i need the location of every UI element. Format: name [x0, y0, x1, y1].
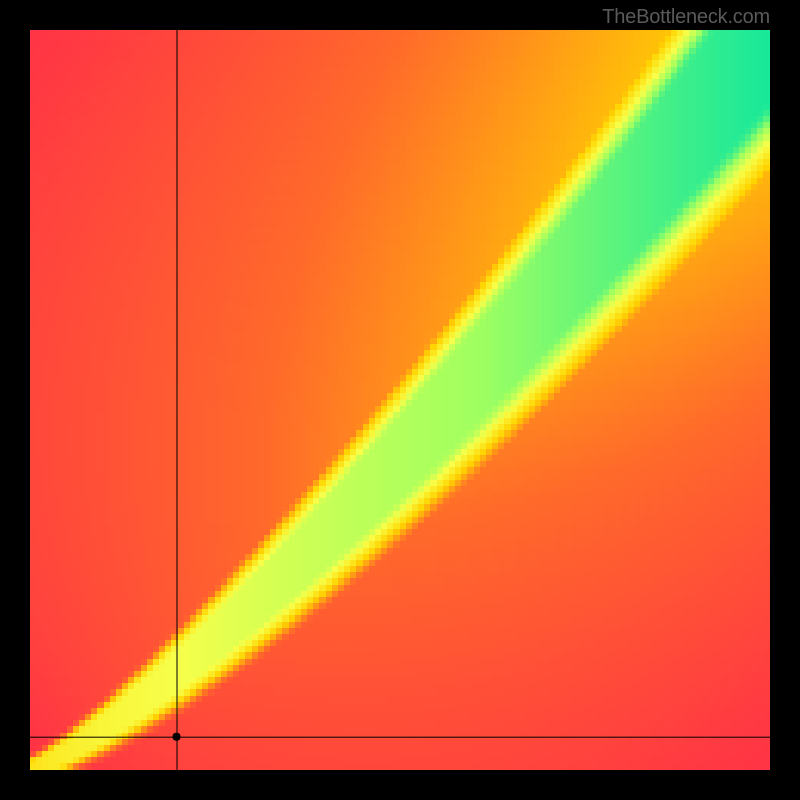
heatmap-plot — [30, 30, 770, 770]
heatmap-canvas — [30, 30, 770, 770]
watermark-text: TheBottleneck.com — [602, 6, 770, 29]
chart-container: TheBottleneck.com — [0, 0, 800, 800]
